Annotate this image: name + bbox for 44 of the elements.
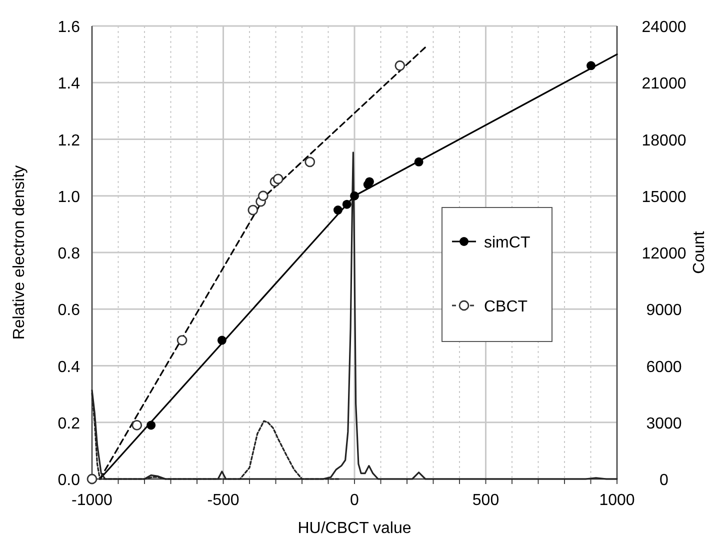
point [272, 174, 284, 184]
point [350, 191, 359, 200]
y-tick-label: 0.6 [58, 302, 80, 320]
point [146, 420, 156, 430]
point [586, 61, 596, 70]
y2-tick-label: 9000 [646, 302, 682, 320]
y2-tick-label: 3000 [646, 415, 682, 432]
y-tick-label: 0.4 [58, 358, 80, 376]
y2-tick-label: 15000 [642, 188, 686, 206]
point [248, 204, 258, 216]
y-tick-label: 1.6 [58, 19, 80, 36]
legend-label: simCT [484, 234, 530, 252]
x-tick-label: 1000 [599, 492, 635, 509]
y2-tick-label: 18000 [642, 132, 686, 150]
y-tick-label: 1.2 [58, 132, 80, 150]
point [132, 420, 142, 430]
y-axis-title: Relative electron density [11, 165, 28, 340]
x-tick-label: 0 [350, 492, 360, 509]
x-tick-label: -1000 [72, 492, 113, 509]
y-tick-label: 1.4 [58, 76, 80, 93]
point [217, 336, 226, 345]
y2-tick-label: 21000 [642, 76, 686, 93]
y-tick-label: 0.0 [58, 472, 80, 489]
y2-axis-title: Count [691, 230, 708, 274]
x-tick-label: -500 [207, 492, 240, 509]
point [333, 206, 342, 215]
y2-tick-label: 0 [660, 472, 669, 489]
point [258, 190, 268, 202]
y-tick-label: 1.0 [58, 188, 80, 206]
y2-tick-label: 6000 [646, 358, 682, 376]
y-tick-label: 0.8 [58, 246, 80, 262]
y-tick-label: 0.2 [58, 415, 80, 432]
point [414, 157, 424, 166]
x-tick-label: 500 [472, 492, 500, 509]
point [86, 474, 98, 484]
point [176, 335, 188, 346]
point [394, 60, 406, 71]
legend-label: CBCT [484, 298, 528, 316]
x-axis-title: HU/CBCT value [298, 520, 412, 537]
y2-tick-label: 12000 [642, 246, 686, 262]
point [304, 156, 316, 168]
point [364, 177, 374, 186]
y2-tick-label: 24000 [642, 19, 686, 36]
point [342, 200, 352, 209]
